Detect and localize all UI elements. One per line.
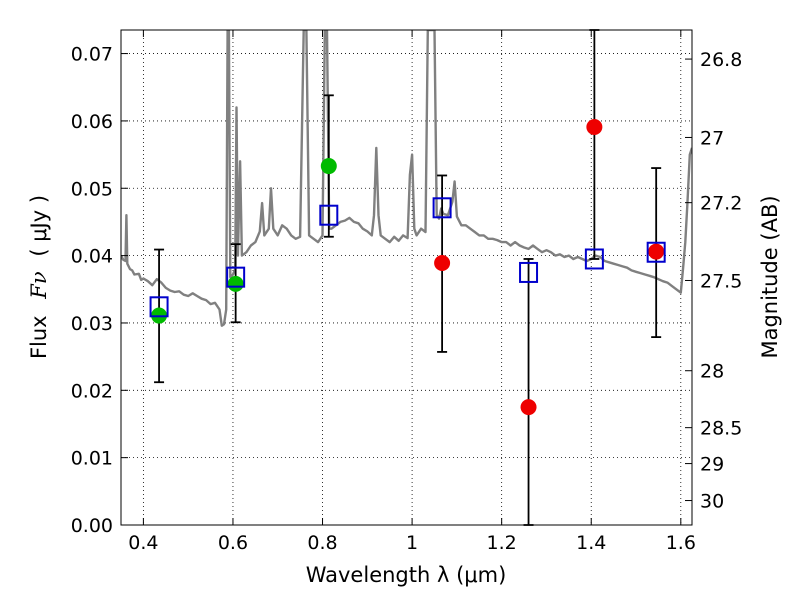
x-tick-label: 0.4	[128, 532, 158, 554]
y-axis-label-unit: ( μJy )	[27, 195, 51, 257]
mag-tick-label: 27	[700, 127, 724, 149]
plot-frame	[120, 29, 693, 526]
markers	[149, 118, 666, 416]
y-tick-label: 0.04	[71, 246, 113, 268]
x-tick-label: 1.4	[576, 532, 606, 554]
data-point	[520, 399, 537, 416]
y-axis-label-symbol: Fν	[27, 271, 51, 300]
mag-tick-label: 28	[700, 361, 724, 383]
model-spectrum-line	[121, 30, 692, 327]
model-band-square	[584, 248, 604, 270]
y-tick-label: 0.00	[71, 515, 113, 537]
model-band-square	[519, 261, 539, 283]
y-axis-label-left: Flux Fν ( μJy )	[27, 195, 51, 359]
data-point	[320, 158, 337, 175]
data-point	[648, 243, 665, 260]
model-band-square	[149, 296, 169, 318]
mag-tick-label: 30	[700, 491, 724, 513]
mag-tick-label: 27.2	[700, 193, 742, 215]
y-tick-label: 0.02	[71, 380, 113, 402]
model-band-square	[319, 204, 339, 226]
x-tick-label: 0.8	[307, 532, 337, 554]
x-axis-label: Wavelength λ (μm)	[306, 563, 507, 587]
y-axis-label-prefix: Flux	[27, 315, 51, 359]
x-tick-label: 1	[406, 532, 418, 554]
y-axis-label-right: Magnitude (AB)	[758, 195, 782, 358]
mag-tick-label: 29	[700, 454, 724, 476]
data-point	[586, 118, 603, 135]
x-tick-label: 1.6	[666, 532, 696, 554]
data-point	[227, 275, 244, 292]
plot-area	[121, 30, 692, 525]
model-spectrum	[121, 30, 692, 327]
model-band-square	[432, 197, 452, 219]
y-tick-label: 0.07	[71, 44, 113, 66]
x-tick-label: 1.2	[487, 532, 517, 554]
mag-tick-label: 27.5	[700, 270, 742, 292]
grid	[121, 30, 692, 526]
mag-tick-label: 28.5	[700, 418, 742, 440]
y-tick-label: 0.06	[71, 111, 113, 133]
data-point	[434, 255, 451, 272]
model-band-square	[646, 241, 666, 263]
axis-ticks: 0.4 0.6 0.8 1 1.2 1.4 1.6 0.00 0.01 0.02 0.03 0.04 0…	[71, 30, 742, 554]
x-tick-label: 0.6	[218, 532, 248, 554]
y-tick-label: 0.03	[71, 313, 113, 335]
y-tick-label: 0.01	[71, 448, 113, 470]
model-band-square	[226, 266, 246, 288]
mag-tick-label: 26.8	[700, 49, 742, 71]
y-tick-label: 0.05	[71, 178, 113, 200]
